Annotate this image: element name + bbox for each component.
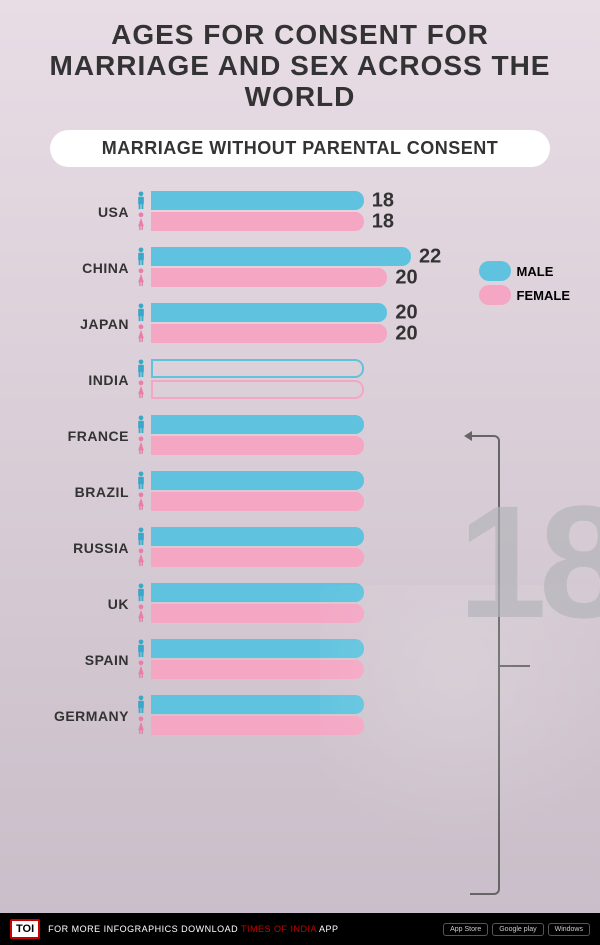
bar-male: 18 — [151, 191, 364, 210]
footer: TOI FOR MORE INFOGRAPHICS DOWNLOAD TIMES… — [0, 913, 600, 945]
bar-male — [151, 527, 364, 546]
footer-text-prefix: FOR MORE INFOGRAPHICS DOWNLOAD — [48, 924, 241, 934]
bar-line-male — [135, 415, 570, 434]
store-badges: App Store Google play Windows — [443, 923, 590, 936]
bar-line-female — [135, 380, 570, 399]
country-label: BRAZIL — [30, 484, 135, 500]
female-icon — [135, 716, 147, 735]
male-icon — [135, 583, 147, 602]
male-icon — [135, 303, 147, 322]
country-label: FRANCE — [30, 428, 135, 444]
male-icon — [135, 695, 147, 714]
female-icon — [135, 268, 147, 287]
legend-female-label: Female — [517, 288, 570, 303]
female-icon — [135, 212, 147, 231]
country-label: JAPAN — [30, 316, 135, 332]
bar-line-male: 22 — [135, 247, 570, 266]
bar-line-female: 20 — [135, 324, 570, 343]
chart-row: INDIA — [30, 359, 570, 401]
bar-line-female — [135, 436, 570, 455]
country-label: GERMANY — [30, 708, 135, 724]
female-icon — [135, 492, 147, 511]
male-icon — [135, 191, 147, 210]
bar-female — [151, 380, 364, 399]
bar-line-male — [135, 359, 570, 378]
bar-line-female — [135, 548, 570, 567]
bar-male: 22 — [151, 247, 411, 266]
footer-text-suffix: APP — [317, 924, 339, 934]
male-icon — [135, 471, 147, 490]
bar-line-male — [135, 471, 570, 490]
bar-line-male: 20 — [135, 303, 570, 322]
female-icon — [135, 604, 147, 623]
bar-line-male: 18 — [135, 191, 570, 210]
value-label-female: 20 — [395, 266, 417, 289]
bar-male — [151, 471, 364, 490]
bar-line-female: 18 — [135, 212, 570, 231]
country-label: CHINA — [30, 260, 135, 276]
male-icon — [135, 415, 147, 434]
female-icon — [135, 660, 147, 679]
country-label: INDIA — [30, 372, 135, 388]
male-icon — [135, 527, 147, 546]
female-icon — [135, 380, 147, 399]
bar-line-male — [135, 527, 570, 546]
country-label: SPAIN — [30, 652, 135, 668]
subtitle-banner: MARRIAGE WITHOUT PARENTAL CONSENT — [50, 130, 550, 167]
bar-line-female — [135, 492, 570, 511]
male-icon — [135, 247, 147, 266]
bar-female: 20 — [151, 268, 387, 287]
bar-female — [151, 492, 364, 511]
bar-male — [151, 415, 364, 434]
bar-male — [151, 359, 364, 378]
chart-row: CHINA2220 — [30, 247, 570, 289]
female-icon — [135, 324, 147, 343]
country-label: UK — [30, 596, 135, 612]
value-label-male: 18 — [372, 189, 394, 212]
bar-female: 20 — [151, 324, 387, 343]
value-label-male: 20 — [395, 301, 417, 324]
store-badge[interactable]: Google play — [492, 923, 543, 936]
value-label-female: 18 — [372, 210, 394, 233]
bar-line-female: 20 — [135, 268, 570, 287]
store-badge[interactable]: App Store — [443, 923, 488, 936]
bar-female: 18 — [151, 212, 364, 231]
male-icon — [135, 639, 147, 658]
bar-female — [151, 548, 364, 567]
female-icon — [135, 548, 147, 567]
country-label: USA — [30, 204, 135, 220]
footer-text-highlight: TIMES OF INDIA — [241, 924, 317, 934]
value-label-male: 22 — [419, 245, 441, 268]
chart-row: USA1818 — [30, 191, 570, 233]
bar-male: 20 — [151, 303, 387, 322]
toi-logo: TOI — [10, 919, 40, 939]
background-photo — [320, 585, 600, 885]
footer-text: FOR MORE INFOGRAPHICS DOWNLOAD TIMES OF … — [48, 924, 338, 934]
value-label-female: 20 — [395, 322, 417, 345]
main-title: AGES FOR CONSENT FOR MARRIAGE AND SEX AC… — [30, 20, 570, 112]
country-label: RUSSIA — [30, 540, 135, 556]
male-icon — [135, 359, 147, 378]
female-icon — [135, 436, 147, 455]
chart-row: JAPAN2020 — [30, 303, 570, 345]
store-badge[interactable]: Windows — [548, 923, 590, 936]
bar-female — [151, 436, 364, 455]
